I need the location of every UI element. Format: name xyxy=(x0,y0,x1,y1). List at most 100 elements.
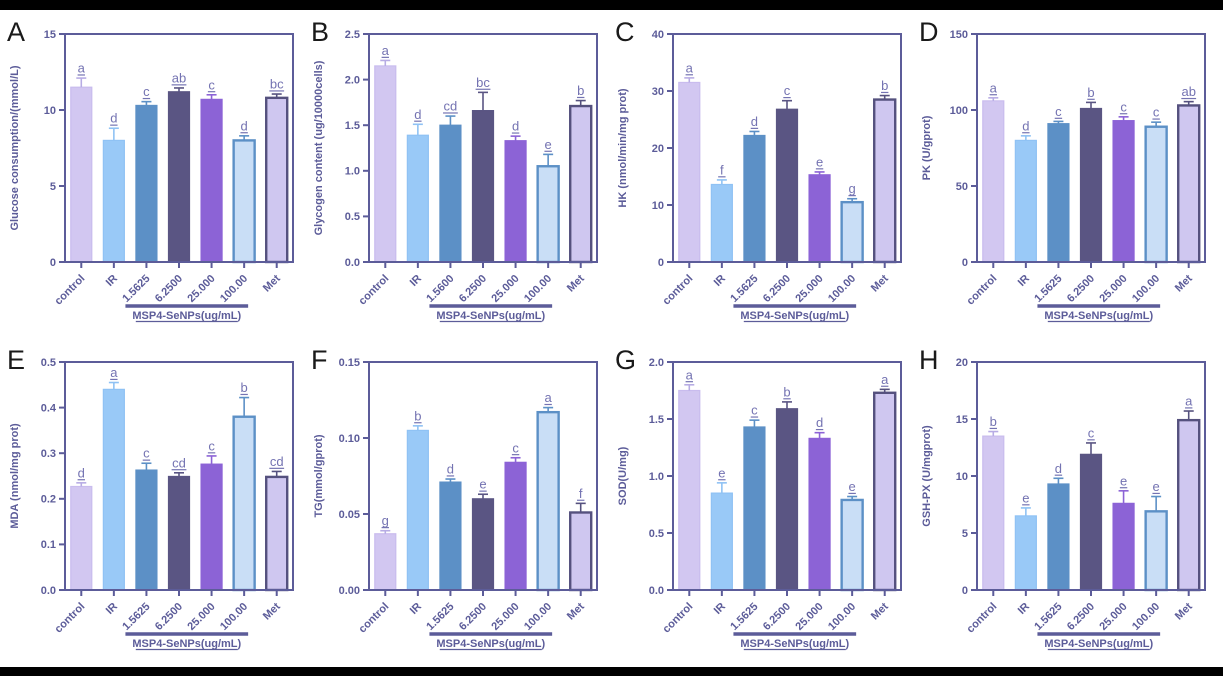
bar-1.5625 xyxy=(743,426,766,591)
sig-letter: b xyxy=(990,414,997,429)
x-axis: control IR 1.5625 6.2500 25.000 100.00 Met xyxy=(661,262,891,307)
y-tick-label: 5 xyxy=(962,528,968,540)
error-bars-group xyxy=(76,381,282,487)
bar-6.2500 xyxy=(1079,107,1103,263)
sig-letters-group: b e d c e e a xyxy=(989,394,1193,506)
sig-letter: g xyxy=(849,181,856,196)
y-tick-label: 1.5 xyxy=(649,414,664,426)
y-tick-label: 1.0 xyxy=(345,166,360,178)
group-label: MSP4-SeNPs(ug/mL) xyxy=(132,638,241,650)
x-axis: control IR 1.5625 6.2500 25.000 100.00 Met xyxy=(965,262,1195,307)
panel-letter: E xyxy=(7,345,25,375)
chart-C: Ca f d c e g b 0 10 20 30 40 HK (nmol/min/mg prot) co… xyxy=(615,17,902,323)
bars-group xyxy=(70,86,289,264)
chart-A: Aa d c ab c d bc 0 5 10 15 Glucose consumption/(mmo… xyxy=(7,17,294,323)
sig-letter: ab xyxy=(1181,84,1195,99)
bar-Met xyxy=(569,104,593,264)
sig-letter: bc xyxy=(270,77,284,92)
bar-6.2500 xyxy=(167,91,191,263)
y-tick-label: 0.5 xyxy=(345,211,360,223)
sig-letter: d xyxy=(1022,118,1029,133)
panel-letter: A xyxy=(7,17,25,47)
bar-1.5625 xyxy=(135,469,158,591)
y-tick-label: 0.0 xyxy=(649,585,664,597)
x-tick-label: control xyxy=(53,273,88,308)
bar-Met xyxy=(265,475,289,592)
bottom-black-strip xyxy=(0,667,1223,676)
sig-letter: d xyxy=(512,119,519,134)
sig-letter: e xyxy=(816,154,823,169)
bar-25.000 xyxy=(504,140,527,263)
x-tick-label: 1.5625 xyxy=(728,601,760,633)
x-tick-label: 1.5625 xyxy=(120,601,152,633)
y-tick-label: 0.10 xyxy=(339,433,360,445)
sig-letter: c xyxy=(1055,104,1062,119)
sig-letter: c xyxy=(208,77,215,92)
error-bars-group xyxy=(988,410,1194,516)
x-tick-label: 25.000 xyxy=(185,601,217,633)
x-tick-label: 1.5625 xyxy=(1032,273,1064,305)
bar-100.00 xyxy=(840,498,864,592)
group-label: MSP4-SeNPs(ug/mL) xyxy=(1044,638,1153,650)
x-tick-label: 1.5625 xyxy=(424,601,456,633)
bar-IR xyxy=(710,492,733,591)
x-tick-label: 6.2500 xyxy=(761,601,793,633)
x-tick-label: control xyxy=(661,601,696,636)
sig-letter: cd xyxy=(172,455,186,470)
x-tick-label: control xyxy=(965,601,1000,636)
bar-25.000 xyxy=(504,461,527,591)
x-tick-label: 100.00 xyxy=(522,273,554,305)
y-tick-label: 0 xyxy=(962,257,968,269)
sig-letter: c xyxy=(784,83,791,98)
y-tick-label: 0.2 xyxy=(41,494,56,506)
y-axis-title: TG(mmol/gprot) xyxy=(313,434,325,517)
y-axis-title: Glucose consumption/(mmol/L) xyxy=(9,65,21,230)
x-tick-label: 1.5600 xyxy=(424,273,456,305)
sig-letter: a xyxy=(110,365,118,380)
y-tick-label: 0.1 xyxy=(41,539,56,551)
sig-letter: c xyxy=(751,403,758,418)
bar-control xyxy=(982,100,1005,263)
x-tick-label: 6.2500 xyxy=(457,273,489,305)
group-label: MSP4-SeNPs(ug/mL) xyxy=(436,310,545,322)
bar-IR xyxy=(406,429,429,591)
x-tick-label: IR xyxy=(1016,601,1032,617)
x-tick-label: control xyxy=(357,273,392,308)
sig-letter: d xyxy=(110,111,117,126)
x-tick-label: 6.2500 xyxy=(153,601,185,633)
x-tick-label: 25.000 xyxy=(793,601,825,633)
x-tick-label: IR xyxy=(712,273,728,289)
group-label: MSP4-SeNPs(ug/mL) xyxy=(132,310,241,322)
bar-Met xyxy=(873,391,897,592)
x-tick-label: IR xyxy=(104,601,120,617)
x-tick-label: 25.000 xyxy=(489,273,521,305)
bar-Met xyxy=(873,98,897,264)
y-tick-label: 5 xyxy=(50,181,56,193)
x-axis: control IR 1.5625 6.2500 25.000 100.00 Met xyxy=(965,590,1195,636)
y-tick-label: 0.5 xyxy=(649,528,664,540)
sig-letter: b xyxy=(414,408,421,423)
bars-group xyxy=(374,410,593,592)
sig-letters-group: a f d c e g b xyxy=(685,60,889,197)
x-tick-label: Met xyxy=(565,600,587,622)
bar-Met xyxy=(569,511,593,592)
error-bars-group xyxy=(684,77,890,203)
sig-letter: e xyxy=(718,465,725,480)
y-tick-label: 50 xyxy=(956,181,968,193)
x-tick-label: 100.00 xyxy=(522,601,554,633)
bar-IR xyxy=(710,183,733,263)
y-axis: 0.0 0.5 1.0 1.5 2.0 xyxy=(649,357,673,597)
x-tick-label: 100.00 xyxy=(218,601,250,633)
x-tick-label: IR xyxy=(712,601,728,617)
y-tick-label: 0 xyxy=(50,257,56,269)
error-bars-group xyxy=(76,77,282,141)
group-label: MSP4-SeNPs(ug/mL) xyxy=(436,638,545,650)
sig-letter: d xyxy=(1055,461,1062,476)
y-tick-label: 0.0 xyxy=(41,585,56,597)
y-tick-label: 10 xyxy=(44,105,56,117)
x-tick-label: Met xyxy=(565,272,587,294)
